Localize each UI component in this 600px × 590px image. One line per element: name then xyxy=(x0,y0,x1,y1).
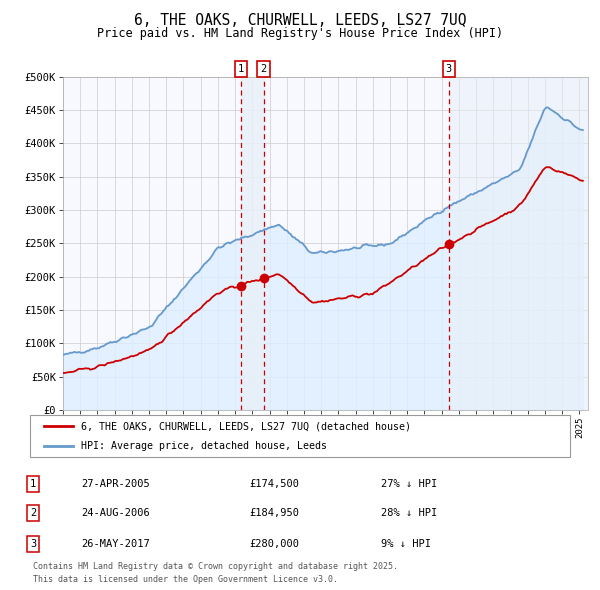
Text: 24-AUG-2006: 24-AUG-2006 xyxy=(81,509,150,518)
Text: Contains HM Land Registry data © Crown copyright and database right 2025.: Contains HM Land Registry data © Crown c… xyxy=(33,562,398,571)
Text: 3: 3 xyxy=(30,539,36,549)
Text: 1: 1 xyxy=(30,479,36,489)
Text: 1: 1 xyxy=(238,64,244,74)
Text: 28% ↓ HPI: 28% ↓ HPI xyxy=(381,509,437,518)
Text: 2: 2 xyxy=(260,64,266,74)
Text: 27% ↓ HPI: 27% ↓ HPI xyxy=(381,479,437,489)
Text: 6, THE OAKS, CHURWELL, LEEDS, LS27 7UQ: 6, THE OAKS, CHURWELL, LEEDS, LS27 7UQ xyxy=(134,13,466,28)
Text: 2: 2 xyxy=(30,509,36,518)
Text: £280,000: £280,000 xyxy=(249,539,299,549)
Text: Price paid vs. HM Land Registry's House Price Index (HPI): Price paid vs. HM Land Registry's House … xyxy=(97,27,503,40)
Text: 26-MAY-2017: 26-MAY-2017 xyxy=(81,539,150,549)
Text: £174,500: £174,500 xyxy=(249,479,299,489)
Text: 27-APR-2005: 27-APR-2005 xyxy=(81,479,150,489)
Text: £184,950: £184,950 xyxy=(249,509,299,518)
Bar xyxy=(449,77,588,410)
Bar xyxy=(241,77,263,410)
Text: 3: 3 xyxy=(445,64,452,74)
Text: 6, THE OAKS, CHURWELL, LEEDS, LS27 7UQ (detached house): 6, THE OAKS, CHURWELL, LEEDS, LS27 7UQ (… xyxy=(82,421,412,431)
Text: HPI: Average price, detached house, Leeds: HPI: Average price, detached house, Leed… xyxy=(82,441,328,451)
Text: This data is licensed under the Open Government Licence v3.0.: This data is licensed under the Open Gov… xyxy=(33,575,338,584)
Text: 9% ↓ HPI: 9% ↓ HPI xyxy=(381,539,431,549)
